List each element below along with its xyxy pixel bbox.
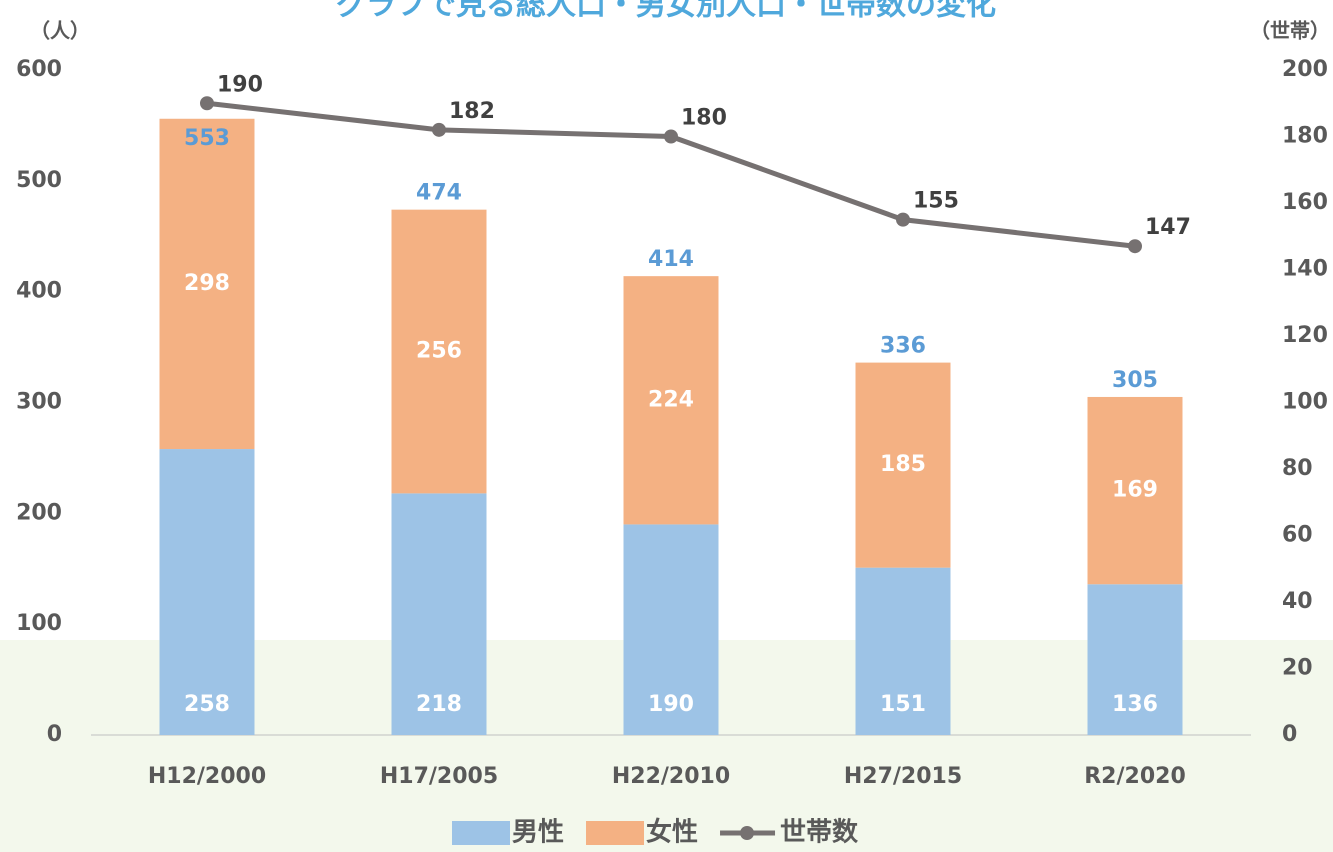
- y2-tick-label: 60: [1282, 523, 1313, 548]
- line-label: 182: [449, 99, 495, 124]
- y2-tick-label: 180: [1282, 124, 1328, 149]
- segment-label: 298: [184, 271, 230, 296]
- chart-title: グラフで見る総人口・男女別人口・世帯数の変化: [336, 0, 996, 23]
- legend-label: 女性: [646, 817, 698, 848]
- x-tick-label: H22/2010: [612, 764, 730, 789]
- segment-label: 224: [648, 387, 694, 412]
- segment-label: 151: [880, 692, 926, 717]
- x-tick-label: H12/2000: [148, 764, 266, 789]
- legend-label: 男性: [512, 818, 564, 848]
- legend-swatch: [586, 821, 644, 845]
- segment-label: 169: [1112, 478, 1158, 503]
- legend-swatch: [452, 821, 510, 845]
- y-tick-label: 500: [16, 168, 62, 193]
- y2-axis-label: （世帯）: [1250, 19, 1330, 43]
- y-tick-label: 400: [16, 279, 62, 304]
- y2-tick-label: 80: [1282, 456, 1313, 481]
- total-label: 305: [1112, 368, 1158, 393]
- line: [207, 103, 1135, 246]
- total-label: 474: [416, 181, 462, 206]
- line-label: 147: [1145, 215, 1191, 240]
- y-tick-label: 300: [16, 390, 62, 415]
- y-tick-label: 100: [16, 611, 62, 636]
- y2-tick-label: 140: [1282, 257, 1328, 282]
- line-marker: [432, 123, 446, 137]
- y2-tick-label: 160: [1282, 190, 1328, 215]
- line-label: 155: [913, 189, 959, 214]
- total-label: 553: [184, 126, 230, 151]
- y2-tick-label: 200: [1282, 57, 1328, 82]
- segment-label: 258: [184, 692, 230, 717]
- total-label: 336: [880, 334, 926, 359]
- y2-tick-label: 40: [1282, 589, 1313, 614]
- y-axis-label: （人）: [30, 19, 90, 43]
- y2-tick-label: 120: [1282, 323, 1328, 348]
- segment-label: 136: [1112, 692, 1158, 717]
- line-marker: [200, 96, 214, 110]
- y-tick-label: 600: [16, 57, 62, 82]
- line-label: 190: [217, 72, 263, 97]
- y-tick-label: 0: [47, 722, 62, 747]
- segment-label: 218: [416, 692, 462, 717]
- segment-label: 190: [648, 692, 694, 717]
- x-tick-label: H27/2015: [844, 764, 962, 789]
- legend-swatch: [740, 826, 754, 840]
- line-marker: [664, 130, 678, 144]
- legend-label: 世帯数: [780, 818, 859, 848]
- x-tick-label: R2/2020: [1084, 764, 1186, 789]
- y-tick-label: 200: [16, 500, 62, 525]
- y2-tick-label: 0: [1282, 722, 1297, 747]
- y2-tick-label: 20: [1282, 656, 1313, 681]
- segment-label: 185: [880, 452, 926, 477]
- segment-label: 256: [416, 339, 462, 364]
- line-label: 180: [681, 106, 727, 131]
- line-marker: [896, 213, 910, 227]
- x-tick-label: H17/2005: [380, 764, 498, 789]
- total-label: 414: [648, 247, 694, 272]
- chart: グラフで見る総人口・男女別人口・世帯数の変化 （人） （世帯） 01002003…: [0, 0, 1333, 852]
- y2-tick-label: 100: [1282, 390, 1328, 415]
- line-marker: [1128, 239, 1142, 253]
